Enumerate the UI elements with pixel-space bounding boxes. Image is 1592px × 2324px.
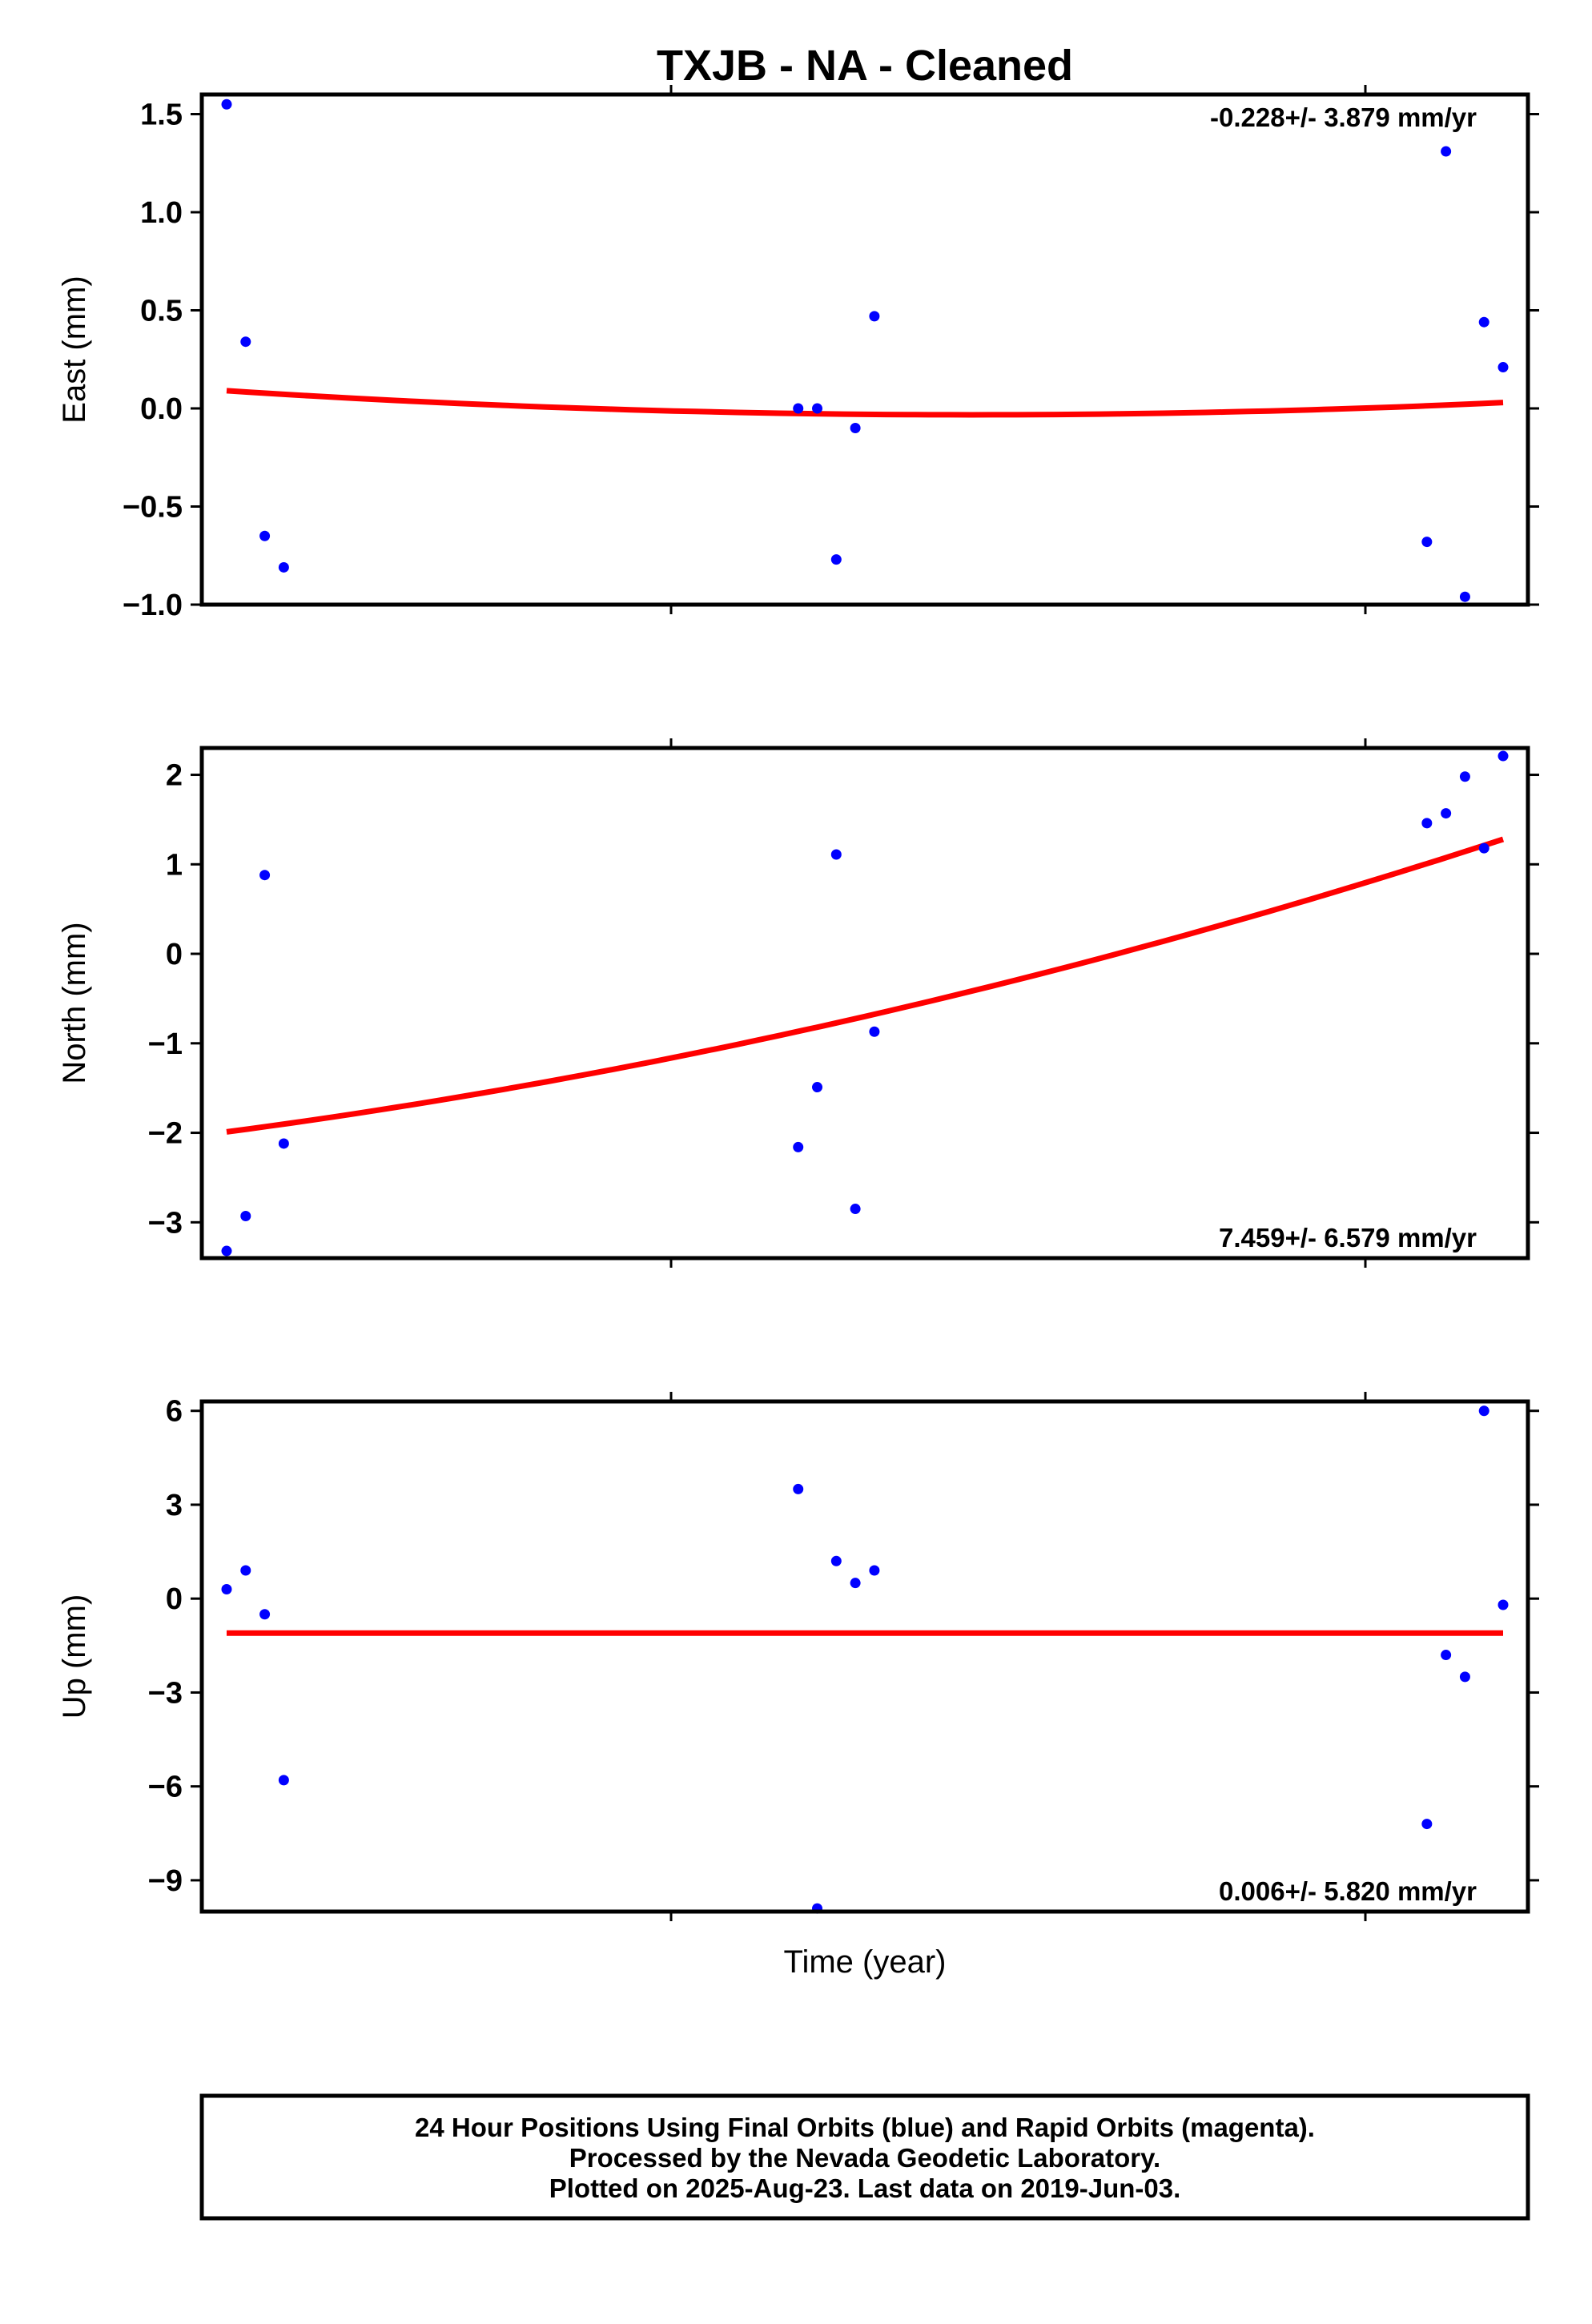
up-data-point xyxy=(850,1578,861,1589)
up-plot-frame xyxy=(199,1399,1530,1914)
east-data-point xyxy=(793,403,804,414)
east-data-point xyxy=(1441,146,1452,157)
up-data-point xyxy=(1498,1599,1509,1610)
up-panel: −9 −6 −3 0 3 6 Up (mm) 0.006+/- 5.820 mm/yr xyxy=(57,1392,1539,1921)
footer-line-1: 24 Hour Positions Using Final Orbits (bl… xyxy=(415,2113,1315,2142)
footer-box xyxy=(199,2093,1530,2221)
north-ytick-label: 1 xyxy=(166,848,183,882)
up-data-point xyxy=(240,1565,251,1576)
north-data-point xyxy=(259,870,271,881)
up-ytick-label: −3 xyxy=(148,1676,183,1710)
up-ytick-label: −9 xyxy=(148,1864,183,1898)
north-ytick-label: 2 xyxy=(166,759,183,793)
up-ytick-label: 0 xyxy=(166,1582,183,1616)
up-data-point xyxy=(793,1483,804,1494)
east-panel: −1.0 −0.5 0.0 0.5 1.0 1.5 East (mm) -0.228+/- 3… xyxy=(57,85,1539,622)
north-data-point xyxy=(793,1141,804,1152)
east-data-point xyxy=(850,423,861,433)
east-data-point xyxy=(1478,316,1489,328)
east-ytick-label: 0.5 xyxy=(140,295,183,328)
up-data-point xyxy=(830,1555,842,1566)
up-data-point xyxy=(1421,1819,1433,1830)
up-ytick-label: −6 xyxy=(148,1771,183,1804)
north-data-point xyxy=(812,1082,823,1093)
east-ytick-label: −0.5 xyxy=(123,491,183,525)
north-data-point xyxy=(221,1245,232,1256)
north-data-point xyxy=(240,1210,251,1221)
north-data-point xyxy=(1498,750,1509,762)
east-fit-line xyxy=(226,388,1504,418)
north-ytick-label: −3 xyxy=(148,1206,183,1240)
up-ytick-label: 6 xyxy=(166,1395,183,1429)
east-data-point xyxy=(1459,591,1470,602)
east-ytick-label: 0.0 xyxy=(140,392,183,426)
north-data-point xyxy=(869,1026,880,1037)
north-ytick-label: −2 xyxy=(148,1117,183,1151)
north-panel: −3 −2 −1 0 1 2 North (mm) 7.459+/- 6.579 mm/yr xyxy=(57,738,1539,1268)
east-data-point xyxy=(812,403,823,414)
east-data-point xyxy=(869,311,880,322)
up-ytick-label: 3 xyxy=(166,1489,183,1522)
east-data-point xyxy=(1498,362,1509,373)
east-plot-frame xyxy=(199,92,1530,607)
up-data-point xyxy=(869,1565,880,1576)
east-y-axis-label: East (mm) xyxy=(57,275,92,423)
east-data-point xyxy=(830,554,842,565)
north-plot-frame xyxy=(199,746,1530,1261)
east-data-point xyxy=(1421,537,1433,548)
chart-title: TXJB - NA - Cleaned xyxy=(657,42,1073,90)
up-data-point xyxy=(1478,1405,1489,1417)
up-rate-label: 0.006+/- 5.820 mm/yr xyxy=(1219,1876,1477,1906)
north-data-point xyxy=(830,849,842,860)
east-ytick-label: 1.5 xyxy=(140,99,183,132)
up-data-point xyxy=(1459,1671,1470,1683)
north-ytick-label: −1 xyxy=(148,1027,183,1061)
east-rate-label: -0.228+/- 3.879 mm/yr xyxy=(1210,103,1477,132)
north-data-point xyxy=(1459,771,1470,782)
up-data-point xyxy=(278,1775,289,1786)
east-ytick-label: 1.0 xyxy=(140,196,183,230)
east-data-point xyxy=(278,561,289,573)
north-data-point xyxy=(1441,808,1452,819)
up-y-axis-label: Up (mm) xyxy=(57,1594,92,1719)
up-data-point xyxy=(1441,1650,1452,1661)
up-data-point xyxy=(259,1609,271,1620)
north-rate-label: 7.459+/- 6.579 mm/yr xyxy=(1219,1223,1477,1252)
north-data-point xyxy=(278,1138,289,1149)
east-ytick-label: −1.0 xyxy=(123,589,183,622)
x-axis-label: Time (year) xyxy=(784,1944,947,1980)
north-data-point xyxy=(1478,842,1489,854)
north-y-axis-label: North (mm) xyxy=(57,922,92,1084)
footer-line-2: Processed by the Nevada Geodetic Laborat… xyxy=(569,2143,1160,2173)
up-data-point xyxy=(221,1583,232,1594)
north-data-point xyxy=(1421,818,1433,829)
east-data-point xyxy=(259,530,271,541)
north-fit-line xyxy=(226,836,1505,1135)
east-data-point xyxy=(240,336,251,348)
footer-line-3: Plotted on 2025-Aug-23. Last data on 201… xyxy=(549,2173,1181,2203)
east-data-point xyxy=(221,99,232,110)
north-ytick-label: 0 xyxy=(166,938,183,971)
north-data-point xyxy=(850,1204,861,1215)
